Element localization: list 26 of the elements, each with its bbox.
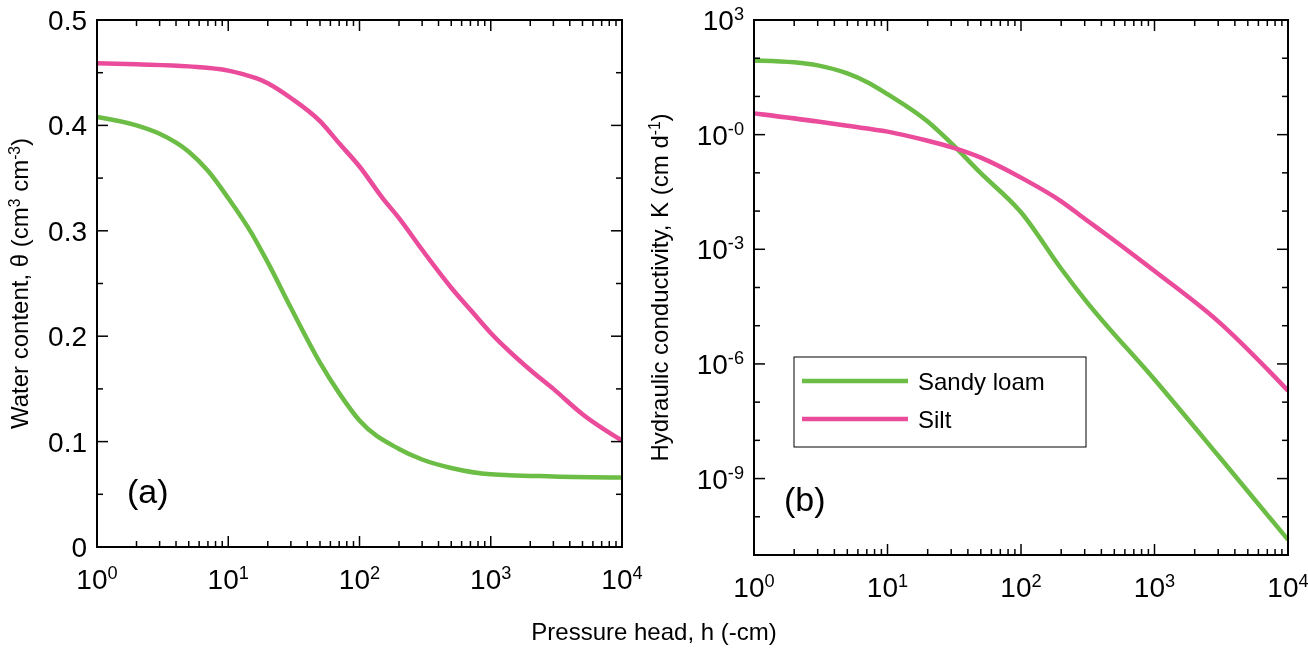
x-tick-label: 10$^{2}$ [338, 563, 381, 595]
x-tick-label: 10$^{1}$ [866, 571, 909, 603]
y-tick-label: 0 [71, 532, 87, 563]
y-tick-label: 10$^{-9}$ [696, 462, 744, 495]
annotation: (a) [127, 472, 169, 510]
x-tick-label: 10$^{1}$ [207, 563, 249, 595]
y-tick-label: 0.3 [48, 215, 87, 247]
legend-label: Sandy loam [918, 368, 1045, 395]
x-tick-label: 10$^{4}$ [601, 563, 643, 595]
y-tick-label: 10$^{-0}$ [696, 118, 744, 151]
y-tick-label: 0.1 [48, 426, 87, 458]
y-tick-label: 10$^{-3}$ [696, 233, 744, 266]
x-tick-label: 10$^{3}$ [470, 563, 512, 595]
y-tick-label: 0.2 [48, 321, 87, 353]
y-tick-label: 0.4 [48, 110, 87, 142]
y-tick-label: 10$^{3}$ [702, 4, 744, 36]
x-tick-label: 10$^{0}$ [76, 563, 118, 595]
x-axis-title: Pressure head, h (-cm) [531, 618, 777, 645]
x-tick-label: 10$^{3}$ [1133, 571, 1176, 603]
annotation: (b) [784, 480, 826, 518]
y-tick-label: 0.5 [48, 5, 87, 36]
x-tick-label: 10$^{4}$ [1267, 571, 1308, 603]
x-tick-label: 10$^{2}$ [1000, 571, 1042, 603]
x-tick-label: 10$^{0}$ [733, 571, 775, 603]
y-tick-label: 10$^{-6}$ [696, 347, 744, 380]
legend-label: Silt [918, 406, 952, 433]
